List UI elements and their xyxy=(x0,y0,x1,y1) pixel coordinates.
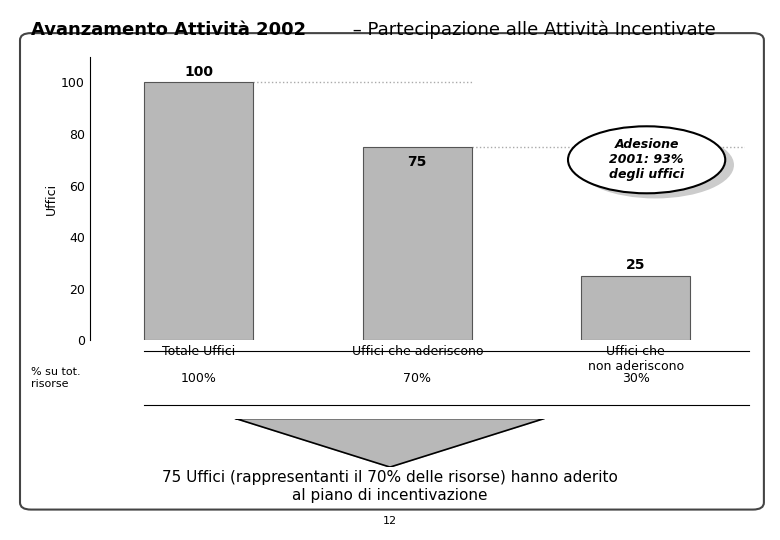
Text: al piano di incentivazione: al piano di incentivazione xyxy=(292,488,488,503)
Text: 25: 25 xyxy=(626,258,645,272)
Text: % su tot.
risorse: % su tot. risorse xyxy=(31,367,80,389)
Text: Avanzamento Attività 2002: Avanzamento Attività 2002 xyxy=(31,21,307,39)
Text: – Partecipazione alle Attività Incentivate: – Partecipazione alle Attività Incentiva… xyxy=(347,21,716,39)
Text: 100%: 100% xyxy=(181,372,217,384)
Text: 30%: 30% xyxy=(622,372,650,384)
FancyBboxPatch shape xyxy=(20,33,764,510)
Bar xyxy=(581,276,690,340)
Text: 70%: 70% xyxy=(403,372,431,384)
Polygon shape xyxy=(236,418,544,467)
Text: 75: 75 xyxy=(408,154,427,168)
Text: 100: 100 xyxy=(184,65,214,79)
Ellipse shape xyxy=(568,126,725,193)
Ellipse shape xyxy=(576,131,734,198)
Text: 12: 12 xyxy=(383,516,397,526)
Text: 75 Uffici (rappresentanti il 70% delle risorse) hanno aderito: 75 Uffici (rappresentanti il 70% delle r… xyxy=(162,470,618,485)
Text: Adesione
2001: 93%
degli uffici: Adesione 2001: 93% degli uffici xyxy=(609,138,684,181)
Bar xyxy=(363,147,472,340)
Y-axis label: Uffici: Uffici xyxy=(45,183,58,214)
Bar xyxy=(144,83,254,340)
